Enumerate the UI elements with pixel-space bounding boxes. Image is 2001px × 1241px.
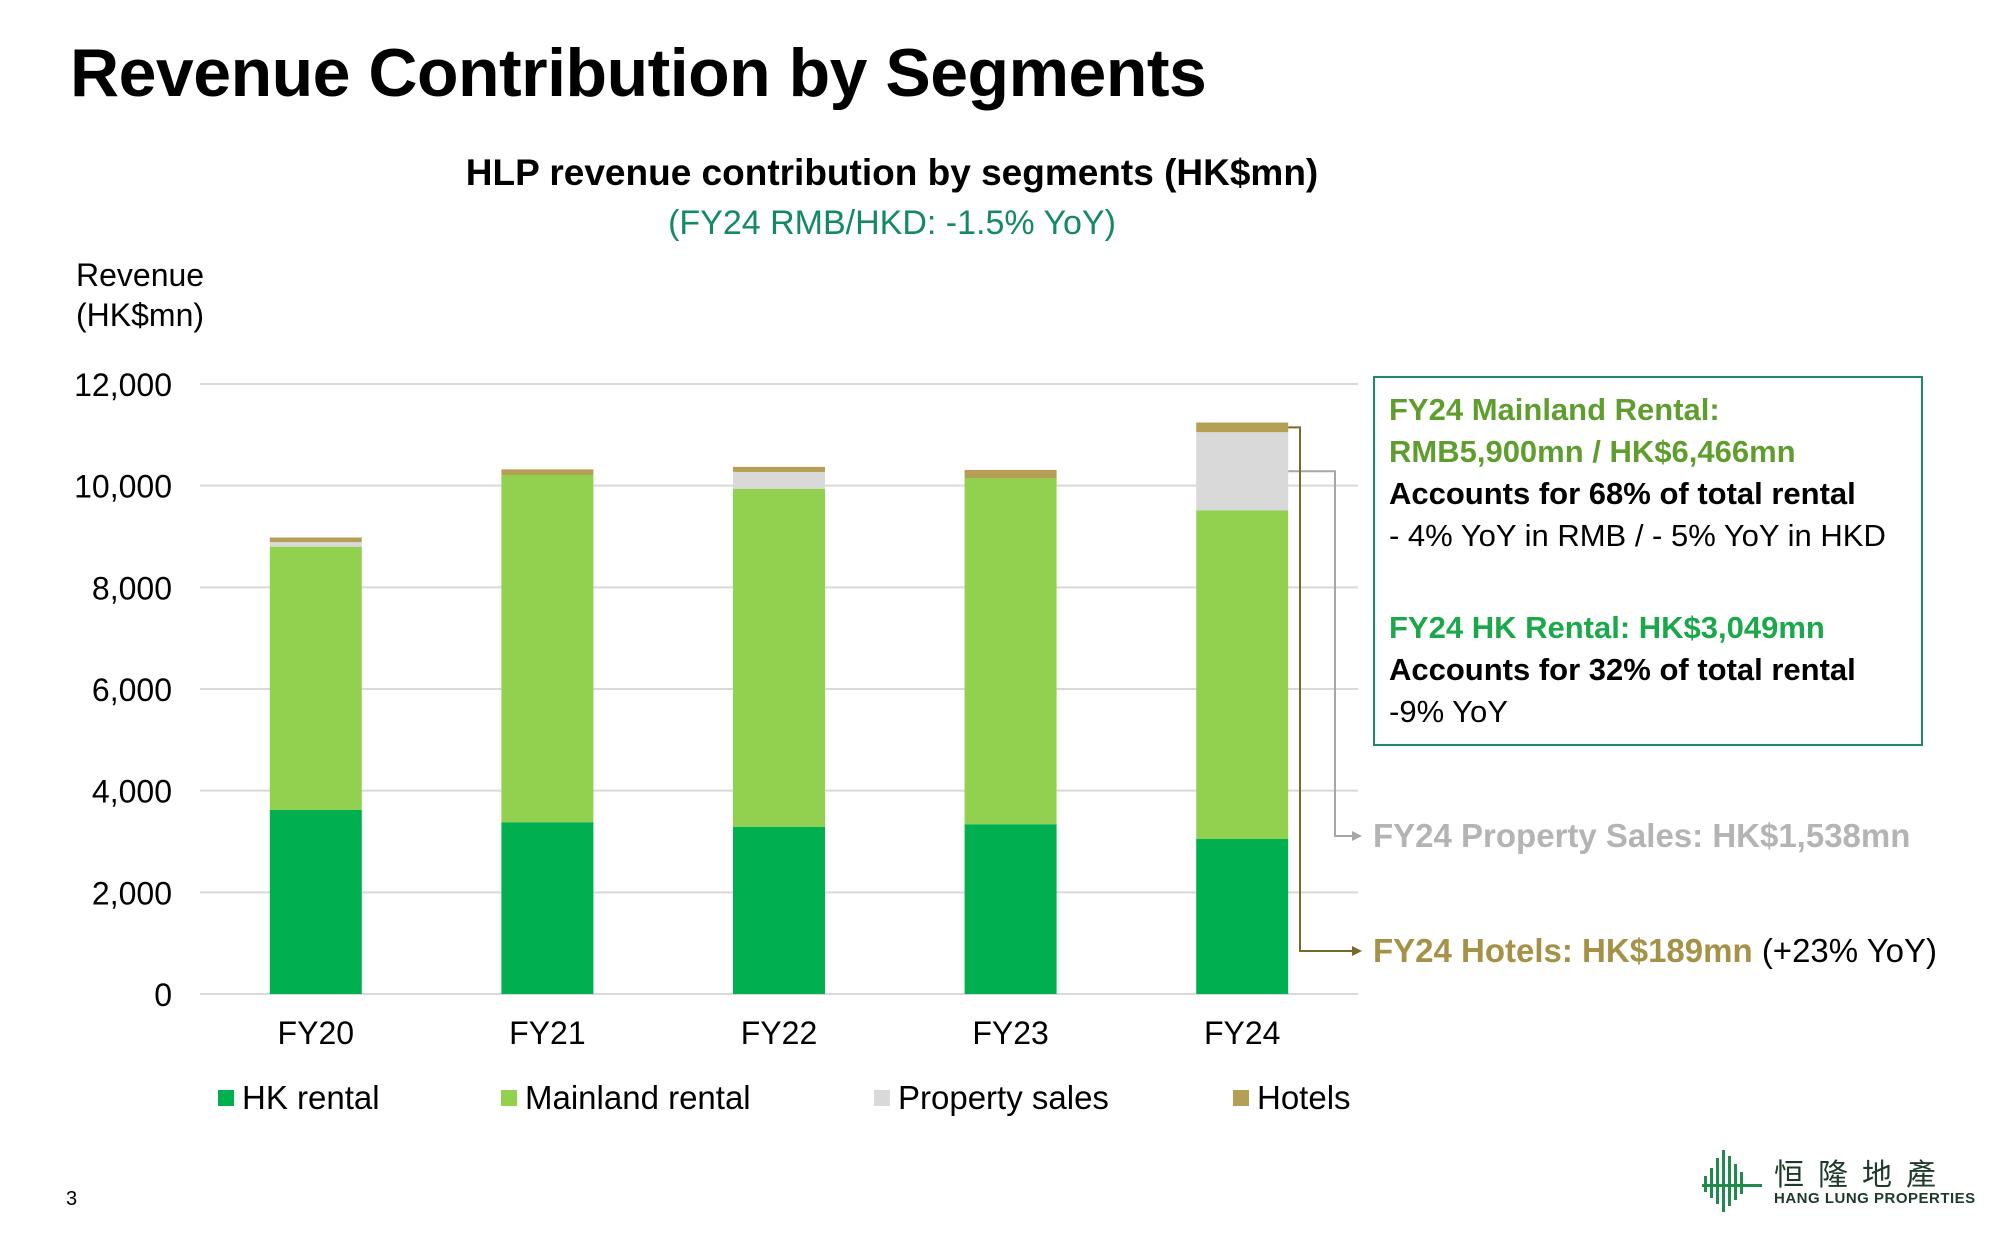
property-sales-callout: FY24 Property Sales: HK$1,538mn (1373, 817, 1911, 854)
bar-segment-property-sales (1196, 432, 1289, 511)
chart-subtitle: (FY24 RMB/HKD: -1.5% YoY) (668, 204, 1116, 242)
mainland-rental-share: Accounts for 68% of total rental (1389, 476, 1856, 511)
bar-segment-hotels (1196, 422, 1289, 433)
legend-item-property-sales: Property sales (874, 1078, 1109, 1118)
mainland-rental-yoy: - 4% YoY in RMB / - 5% YoY in HKD (1389, 518, 1886, 553)
legend-item-mainland-rental: Mainland rental (501, 1078, 751, 1118)
x-tick-label: FY23 (972, 1015, 1048, 1051)
annotation-connectors (1288, 426, 1362, 956)
hk-rental-share: Accounts for 32% of total rental (1389, 652, 1856, 687)
y-tick-label: 12,000 (74, 367, 172, 403)
y-tick-label: 10,000 (74, 469, 172, 505)
bar-segment-mainland-rental (1196, 510, 1289, 840)
x-tick-label: FY22 (741, 1015, 817, 1051)
legend-label-property-sales: Property sales (898, 1079, 1109, 1116)
bar-segment-property-sales (269, 542, 362, 547)
bar-segment-mainland-rental (733, 488, 825, 827)
mainland-rental-value: RMB5,900mn / HK$6,466mn (1389, 434, 1796, 469)
y-axis-ticks: 0 2,000 4,000 6,000 8,000 10,000 12,000 (74, 367, 172, 1013)
legend-swatch-hotels (1233, 1090, 1249, 1106)
bar-segment-hotels (733, 466, 825, 472)
y-tick-label: 0 (154, 977, 172, 1013)
page-title: Revenue Contribution by Segments (70, 35, 1207, 111)
bars (269, 422, 1289, 994)
bar-segment-hk-rental (501, 822, 594, 994)
property-sales-connector (1288, 470, 1352, 837)
mainland-rental-heading: FY24 Mainland Rental: (1389, 392, 1720, 427)
legend-item-hk-rental: HK rental (218, 1078, 380, 1118)
legend-label-hotels: Hotels (1257, 1079, 1351, 1116)
bar-segment-mainland-rental (501, 474, 594, 823)
legend-swatch-hk-rental (218, 1090, 234, 1106)
hotels-callout-value: FY24 Hotels: HK$189mn (1373, 932, 1753, 969)
y-tick-label: 2,000 (92, 875, 172, 911)
rental-annotation-box (1373, 376, 1923, 746)
x-tick-label: FY24 (1204, 1015, 1280, 1051)
bar-segment-property-sales (733, 471, 825, 489)
bar-segment-hotels (964, 469, 1057, 479)
legend-swatch-mainland-rental (501, 1090, 517, 1106)
legend-swatch-property-sales (874, 1090, 890, 1106)
hk-rental-heading: FY24 HK Rental: HK$3,049mn (1389, 610, 1825, 645)
y-tick-label: 4,000 (92, 774, 172, 810)
bar-segment-hotels (269, 537, 362, 543)
chart-title: HLP revenue contribution by segments (HK… (465, 152, 1319, 193)
y-tick-label: 8,000 (92, 570, 172, 606)
bar-segment-hk-rental (964, 824, 1057, 994)
bar-segment-mainland-rental (269, 546, 362, 810)
x-tick-label: FY21 (509, 1015, 585, 1051)
logo-chinese-text: 恒隆地產 (1774, 1159, 1950, 1192)
y-axis-label-line1: Revenue (76, 257, 205, 293)
y-axis-label-line2: (HK$mn) (76, 297, 205, 333)
hang-lung-logo-icon (1702, 1150, 1762, 1212)
bar-segment-hk-rental (269, 809, 362, 994)
page-number: 3 (66, 1188, 78, 1210)
y-tick-label: 6,000 (92, 672, 172, 708)
bar-segment-hotels (501, 469, 594, 475)
x-axis-ticks: FY20 FY21 FY22 FY23 FY24 (278, 1015, 1281, 1051)
hotels-arrow-icon (1352, 946, 1362, 956)
legend-label-mainland-rental: Mainland rental (525, 1079, 751, 1116)
logo-english-text: HANG LUNG PROPERTIES (1774, 1190, 1976, 1207)
y-axis-label: Revenue (HK$mn) (76, 255, 204, 335)
legend-label-hk-rental: HK rental (242, 1079, 380, 1116)
bar-segment-hk-rental (1196, 839, 1289, 994)
hotels-callout-yoy: (+23% YoY) (1761, 932, 1938, 969)
bar-segment-hk-rental (733, 826, 825, 994)
hotels-callout: FY24 Hotels: HK$189mn (+23% YoY) (1373, 932, 1937, 970)
bar-segment-mainland-rental (964, 478, 1057, 825)
hk-rental-yoy: -9% YoY (1389, 694, 1508, 729)
legend-item-hotels: Hotels (1233, 1078, 1351, 1118)
property-sales-arrow-icon (1352, 831, 1362, 841)
x-tick-label: FY20 (278, 1015, 354, 1051)
hotels-connector (1288, 426, 1352, 952)
